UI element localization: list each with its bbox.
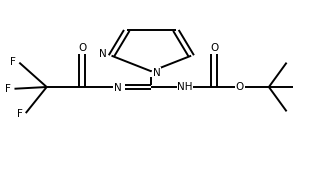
Text: N: N — [99, 49, 107, 59]
Text: O: O — [236, 82, 244, 92]
Text: O: O — [210, 43, 218, 53]
Text: F: F — [10, 57, 15, 67]
Text: F: F — [5, 84, 11, 94]
Text: O: O — [78, 43, 86, 53]
Text: F: F — [17, 109, 23, 119]
Text: N: N — [153, 68, 161, 78]
Text: NH: NH — [177, 82, 193, 92]
Text: N: N — [114, 83, 121, 93]
